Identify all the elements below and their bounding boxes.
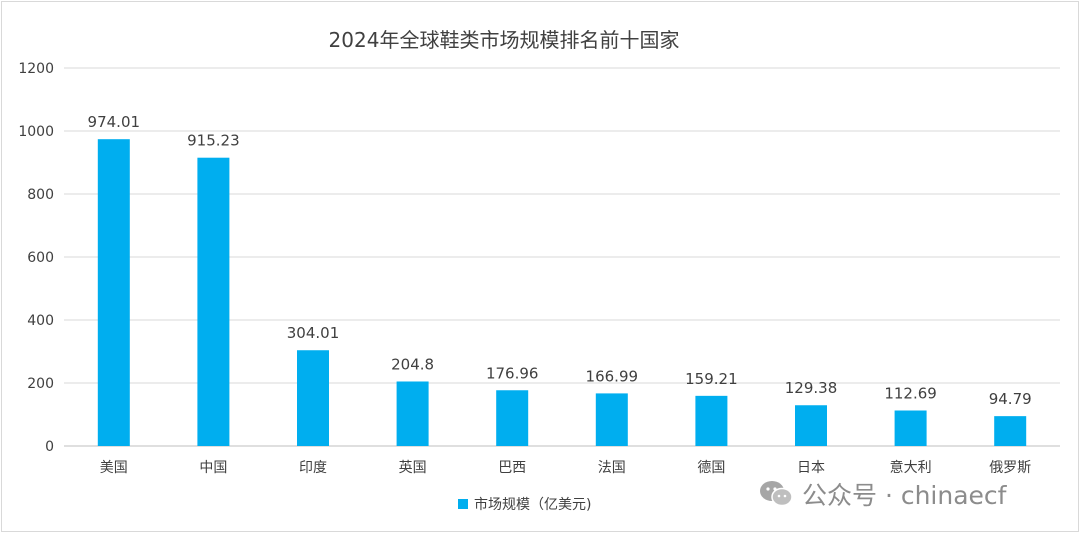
x-tick-label: 日本 [797, 460, 825, 476]
bar-7 [695, 395, 728, 446]
bar-5 [496, 390, 529, 446]
legend-swatch [458, 499, 468, 509]
bar-3 [297, 350, 329, 446]
y-axis-ticks: 0 200 400 600 800 1000 1200 [18, 61, 54, 455]
y-tick-label: 1200 [18, 61, 54, 77]
bar-10 [994, 416, 1027, 446]
x-tick-label: 法国 [598, 460, 626, 476]
watermark-text: 公众号 · chinaecf [802, 481, 1007, 510]
data-label: 112.69 [884, 385, 937, 403]
legend-label: 市场规模（亿美元) [474, 496, 591, 513]
watermark: 公众号 · chinaecf [758, 476, 1006, 512]
data-label: 94.79 [989, 390, 1032, 408]
data-labels: 974.01 915.23 304.01 204.8 176.96 166.99 159.2… [88, 113, 1032, 408]
x-tick-label: 德国 [697, 460, 725, 476]
x-tick-label: 英国 [399, 459, 427, 476]
y-tick-label: 0 [45, 439, 54, 455]
bar-8 [795, 405, 827, 446]
data-label: 129.38 [785, 379, 838, 397]
y-tick-label: 400 [27, 313, 54, 329]
legend: 市场规模（亿美元) [458, 496, 591, 513]
x-tick-label: 意大利 [890, 459, 932, 476]
data-label: 915.23 [187, 132, 240, 150]
x-tick-label: 巴西 [498, 460, 526, 476]
x-tick-label: 中国 [199, 460, 227, 476]
data-label: 204.8 [391, 355, 434, 373]
data-label: 166.99 [586, 367, 639, 385]
x-tick-label: 美国 [100, 460, 128, 476]
bar-6 [595, 393, 628, 446]
data-label: 974.01 [88, 113, 141, 131]
bar-2 [197, 157, 230, 446]
y-tick-label: 600 [27, 250, 54, 266]
x-tick-label: 俄罗斯 [989, 460, 1031, 476]
wechat-icon [760, 481, 793, 507]
gridlines [64, 67, 1060, 447]
y-tick-label: 800 [27, 187, 54, 203]
bars [97, 139, 1027, 447]
bar-9 [894, 410, 927, 446]
x-tick-label: 印度 [299, 460, 327, 476]
data-label: 176.96 [486, 364, 539, 382]
bar-4 [396, 381, 429, 446]
x-axis-ticks: 美国 中国 印度 英国 巴西 法国 德国 日本 意大利 俄罗斯 [100, 459, 1031, 476]
y-tick-label: 1000 [18, 124, 54, 140]
bar-1 [97, 139, 130, 447]
data-label: 304.01 [287, 324, 340, 342]
chart-title: 2024年全球鞋类市场规模排名前十国家 [329, 28, 680, 52]
data-label: 159.21 [685, 370, 738, 388]
y-tick-label: 200 [27, 376, 54, 392]
